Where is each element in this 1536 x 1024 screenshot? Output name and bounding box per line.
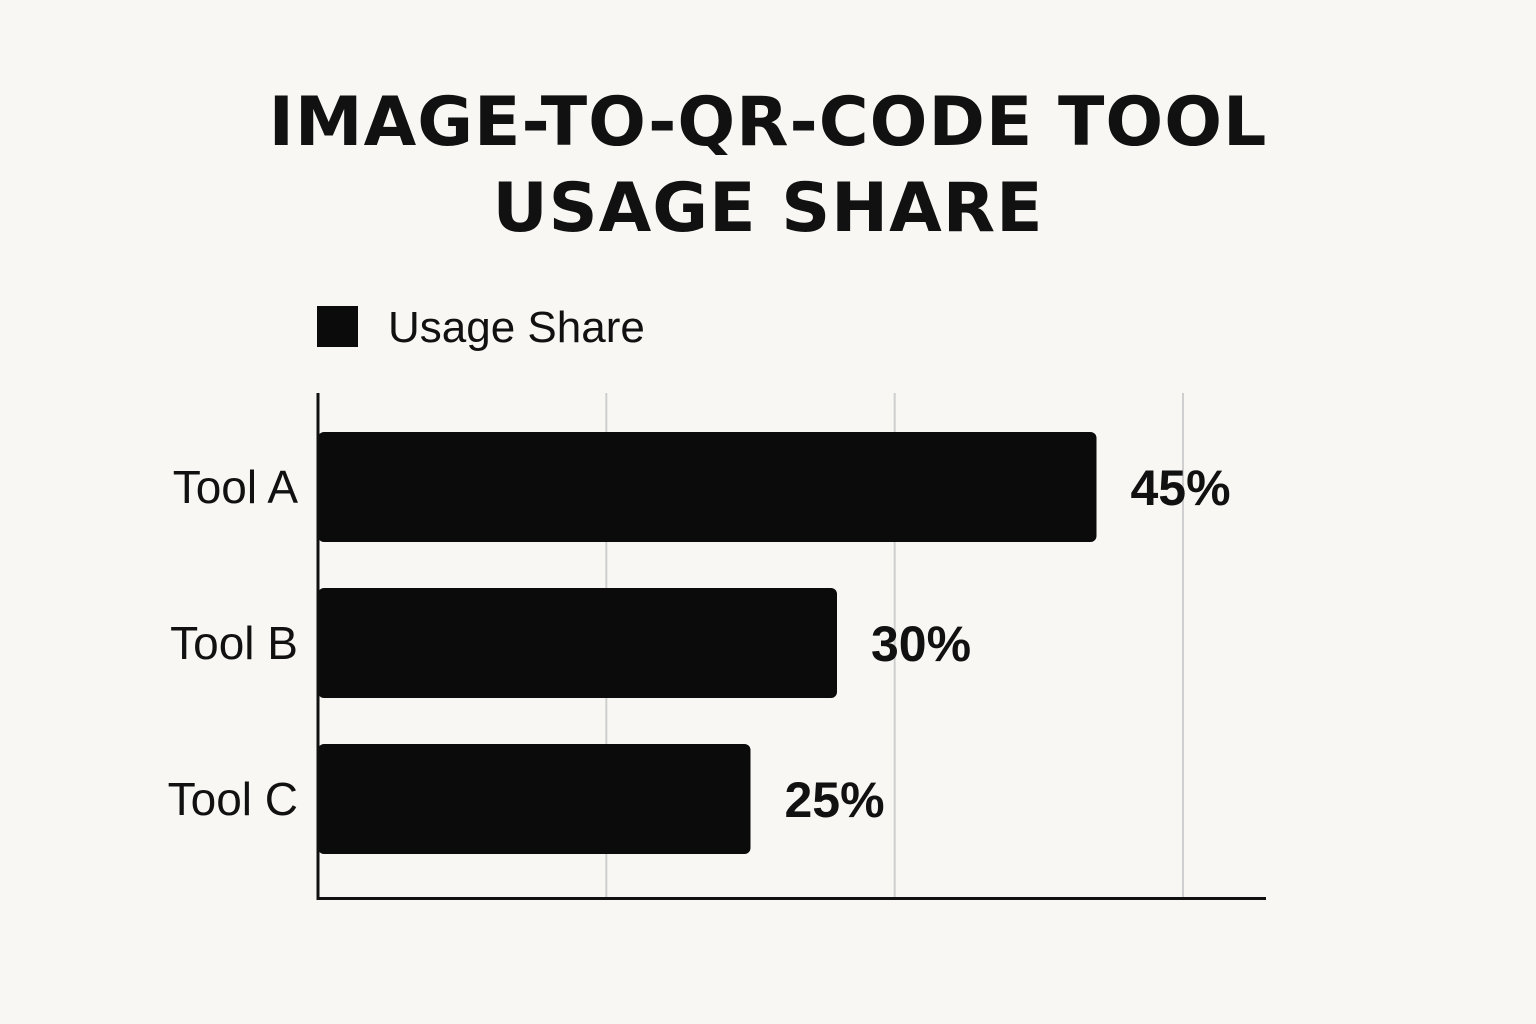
value-labels: 45% 30% 25% (785, 460, 1231, 828)
bar (318, 432, 1097, 542)
chart-title: IMAGE-TO-QR-CODE TOOL USAGE SHARE (0, 80, 1536, 252)
value-label: 25% (785, 772, 885, 828)
category-label: Tool A (173, 461, 299, 513)
category-label: Tool B (170, 617, 298, 669)
value-label: 30% (871, 616, 971, 672)
value-label: 45% (1131, 460, 1231, 516)
category-labels: Tool A Tool B Tool C (168, 461, 299, 825)
legend-label: Usage Share (388, 303, 645, 352)
bars (318, 432, 1097, 854)
chart-title-line-2: USAGE SHARE (492, 169, 1044, 248)
legend-swatch (317, 306, 358, 347)
category-label: Tool C (168, 773, 298, 825)
legend: Usage Share (317, 303, 645, 352)
bar (318, 744, 751, 854)
chart-title-line-1: IMAGE-TO-QR-CODE TOOL (268, 83, 1268, 162)
bar (318, 588, 837, 698)
